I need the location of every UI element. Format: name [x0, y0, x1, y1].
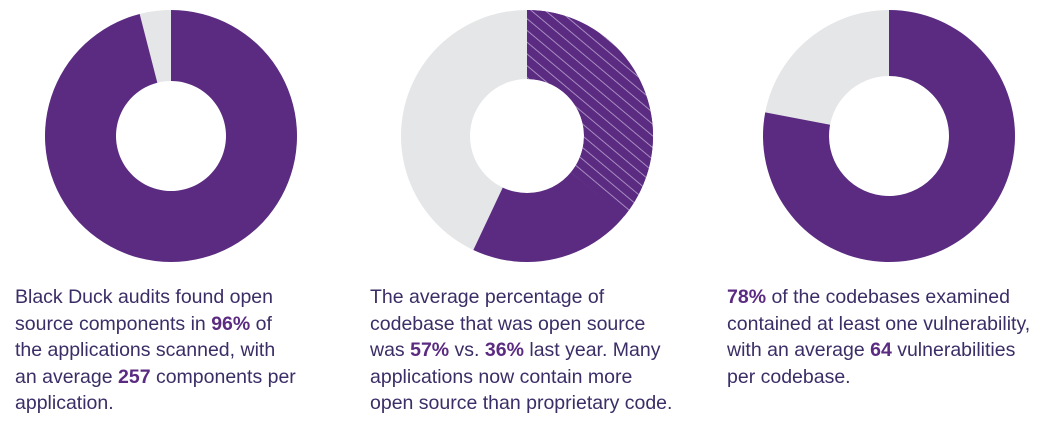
caption-highlight: 257	[118, 365, 151, 388]
caption-text: the applications scanned, with	[15, 339, 276, 361]
caption-line: was 57% vs. 36% last year. Many	[370, 337, 672, 364]
caption-line: Black Duck audits found open	[15, 284, 296, 311]
caption-text: vs.	[449, 339, 485, 361]
caption-text: vulnerabilities	[891, 339, 1016, 361]
caption-highlight: 36%	[484, 339, 524, 361]
caption-line: applications now contain more	[370, 364, 672, 391]
caption-text: contained at least one vulnerability,	[727, 312, 1031, 335]
caption: 78% of the codebases examined contained a…	[727, 284, 1030, 390]
caption-text: with an average	[727, 339, 871, 361]
caption-text: last year. Many	[523, 339, 661, 361]
caption-text: components per	[150, 365, 296, 388]
caption-text: an average	[15, 365, 118, 388]
caption-text: codebase that was open source	[370, 312, 646, 335]
caption-line: open source than proprietary code.	[370, 390, 672, 417]
caption: The average percentage of codebase that w…	[370, 284, 672, 417]
caption-line: The average percentage of	[370, 284, 672, 311]
caption-text: of	[250, 312, 272, 335]
caption-line: per codebase.	[727, 364, 1030, 391]
caption-text: of the codebases examined	[766, 286, 1010, 308]
caption-line: 78% of the codebases examined	[727, 284, 1030, 311]
caption-text: per codebase.	[727, 365, 851, 388]
caption-text: source components in	[15, 312, 212, 335]
caption-line: the applications scanned, with	[15, 337, 296, 364]
caption-line: contained at least one vulnerability,	[727, 311, 1030, 338]
caption: Black Duck audits found open source compo…	[15, 284, 296, 417]
donut-slice	[44, 10, 298, 263]
caption-line: source components in 96% of	[15, 311, 296, 338]
caption-highlight: 78%	[727, 286, 767, 308]
caption-line: codebase that was open source	[370, 311, 672, 338]
caption-line: with an average 64 vulnerabilities	[727, 337, 1030, 364]
caption-highlight: 64	[870, 339, 892, 361]
caption-text: Black Duck audits found open	[15, 286, 273, 308]
caption-line: an average 257 components per	[15, 364, 296, 391]
donut-charts	[44, 10, 1015, 263]
donut-slice	[763, 10, 1015, 263]
caption-highlight: 57%	[410, 339, 450, 361]
caption-line: application.	[15, 390, 296, 417]
caption-highlight: 96%	[211, 312, 251, 335]
caption-text: was	[370, 339, 411, 361]
caption-text: application.	[15, 392, 114, 414]
caption-text: open source than proprietary code.	[370, 392, 673, 414]
caption-text: The average percentage of	[370, 286, 605, 308]
donut-slice-hatched	[527, 10, 653, 217]
caption-text: applications now contain more	[370, 365, 633, 388]
